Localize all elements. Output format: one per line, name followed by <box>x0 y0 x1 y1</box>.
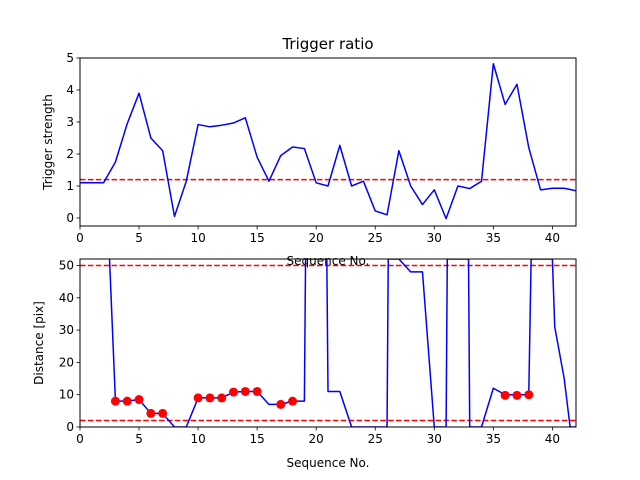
y-tick-label: 40 <box>59 291 74 305</box>
x-tick-label: 5 <box>135 432 143 446</box>
y-tick-label: 50 <box>59 258 74 272</box>
data-point <box>229 387 239 397</box>
x-axis-label: Sequence No. <box>287 254 370 268</box>
y-axis-label: Distance [pix] <box>32 301 46 385</box>
distance-chart: 0 5 10 15 20 25 30 35 40 0 10 20 30 40 50 Sequence No… <box>32 258 577 470</box>
series-lines <box>80 63 576 220</box>
x-tick-label: 35 <box>486 432 501 446</box>
x-tick-label: 5 <box>135 231 143 245</box>
y-tick-label: 0 <box>66 420 74 434</box>
data-point <box>240 386 250 396</box>
threshold-lines <box>80 264 576 422</box>
y-tick-label: 1 <box>66 179 74 193</box>
x-tick-label: 0 <box>76 432 84 446</box>
chart-title: Trigger ratio <box>281 35 373 53</box>
x-tick-label: 15 <box>250 231 265 245</box>
x-tick-label: 25 <box>368 231 383 245</box>
data-point <box>110 396 120 406</box>
y-tick-label: 10 <box>59 388 74 402</box>
y-tick-label: 0 <box>66 211 74 225</box>
y-tick-label: 20 <box>59 355 74 369</box>
data-point <box>288 396 298 406</box>
series-lines <box>108 259 576 427</box>
x-ticks: 0 5 10 15 20 25 30 35 40 <box>76 427 560 446</box>
data-point <box>122 396 132 406</box>
x-tick-label: 30 <box>427 432 442 446</box>
y-ticks: 0 10 20 30 40 50 <box>59 258 80 434</box>
plot-frame <box>79 258 577 428</box>
x-tick-label: 15 <box>250 432 265 446</box>
x-tick-label: 35 <box>486 231 501 245</box>
series-line <box>80 63 576 220</box>
x-tick-label: 30 <box>427 231 442 245</box>
data-point <box>524 390 534 400</box>
x-tick-label: 20 <box>309 432 324 446</box>
y-tick-label: 5 <box>66 51 74 65</box>
data-point <box>217 393 227 403</box>
x-tick-label: 20 <box>309 231 324 245</box>
y-ticks: 0 1 2 3 4 5 <box>66 51 80 225</box>
x-tick-label: 0 <box>76 231 84 245</box>
data-point <box>205 393 215 403</box>
y-tick-label: 30 <box>59 323 74 337</box>
data-point <box>158 408 168 418</box>
trigger-ratio-chart: Trigger ratio 0 5 10 15 20 25 30 35 40 0 1 2 3 4 5 Se… <box>41 35 577 268</box>
data-point <box>193 393 203 403</box>
x-ticks: 0 5 10 15 20 25 30 35 40 <box>76 226 560 245</box>
x-tick-label: 40 <box>545 432 560 446</box>
x-axis-label: Sequence No. <box>287 456 370 470</box>
data-point <box>252 386 262 396</box>
plot-frame <box>79 57 577 227</box>
x-tick-label: 40 <box>545 231 560 245</box>
y-axis-label: Trigger strength <box>41 94 55 191</box>
y-tick-label: 3 <box>66 115 74 129</box>
x-tick-label: 10 <box>190 231 205 245</box>
data-point <box>500 390 510 400</box>
x-tick-label: 10 <box>190 432 205 446</box>
x-tick-label: 25 <box>368 432 383 446</box>
data-point <box>276 399 286 409</box>
y-tick-label: 2 <box>66 147 74 161</box>
y-tick-label: 4 <box>66 83 74 97</box>
data-point <box>512 390 522 400</box>
data-point <box>146 408 156 418</box>
data-point <box>134 395 144 405</box>
